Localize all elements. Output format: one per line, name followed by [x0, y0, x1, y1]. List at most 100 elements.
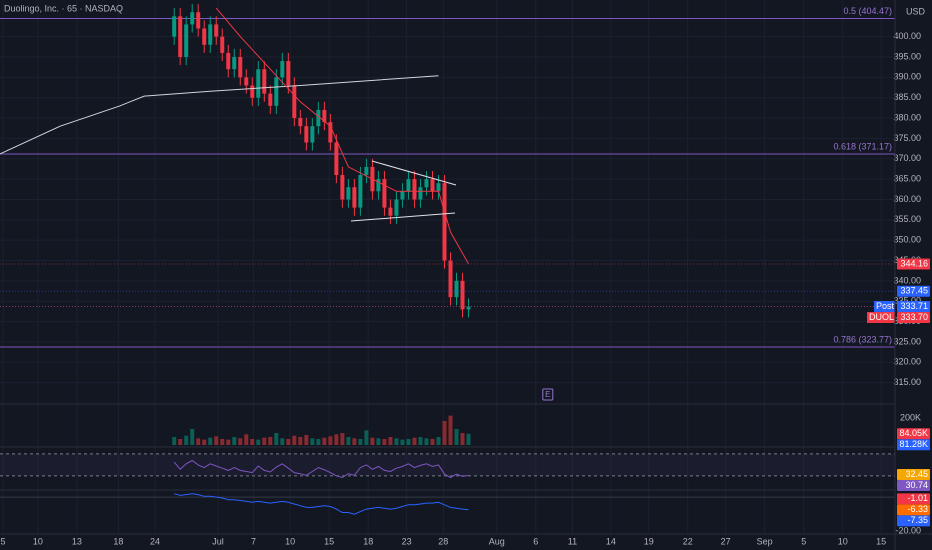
volume-bar [310, 438, 315, 445]
fib-label: 0.786 (323.77) [833, 334, 892, 344]
candle-body [310, 126, 315, 143]
price-tag: 333.70 [900, 312, 928, 322]
volume-bar [274, 433, 279, 445]
price-tag-bg [897, 493, 930, 505]
price-tag-bg [897, 439, 930, 451]
trendline [350, 212, 456, 222]
volume-bar [340, 433, 345, 445]
moving-average [215, 7, 469, 265]
candle-body [178, 16, 183, 57]
volume-bar [352, 438, 357, 445]
candle-body [448, 260, 453, 298]
x-tick-label: 11 [568, 536, 577, 546]
volume-bar [184, 435, 189, 445]
price-tag-name: DUOL [869, 312, 894, 322]
candle-body [262, 69, 267, 94]
y-tick-label: 200K [900, 413, 921, 423]
volume-bar [364, 430, 369, 445]
price-tag-bg [897, 504, 930, 516]
candle-body [202, 28, 207, 45]
x-tick-label: 14 [606, 536, 616, 546]
x-tick-label: 19 [644, 536, 654, 546]
candle-body [436, 183, 441, 192]
y-tick-label: 335.00 [893, 296, 921, 306]
volume-bar [214, 436, 219, 445]
volume-bar [250, 439, 255, 445]
x-tick-label: 10 [285, 536, 295, 546]
candle-body [388, 207, 393, 216]
volume-bar [178, 439, 183, 445]
x-tick-label: 6 [533, 536, 538, 546]
y-tick-label: 375.00 [893, 133, 921, 143]
candle-body [250, 85, 255, 98]
candle-body [328, 122, 333, 143]
candle-body [316, 109, 321, 127]
volume-bar [328, 436, 333, 445]
price-tag: 81.28K [899, 439, 928, 449]
price-tag: 84.05K [899, 428, 928, 438]
y-tick-label: 380.00 [893, 112, 921, 122]
price-tag: 333.71 [900, 301, 928, 311]
candle-body [412, 179, 417, 200]
candle-body [304, 126, 309, 143]
volume-bar [280, 438, 285, 445]
y-tick-label: 400.00 [893, 31, 921, 41]
volume-bar [430, 439, 435, 445]
candle-body [226, 52, 231, 70]
x-tick-label: 10 [33, 536, 43, 546]
trendline [371, 160, 457, 186]
price-tag: 344.16 [900, 258, 928, 268]
volume-bar [406, 439, 411, 445]
price-tag: 337.45 [900, 286, 928, 296]
candle-body [232, 56, 237, 70]
candle-body [466, 306, 471, 310]
candle-body [268, 93, 273, 106]
y-tick-label: 320.00 [893, 357, 921, 367]
candle-body [400, 191, 405, 200]
x-tick-label: 18 [113, 536, 123, 546]
volume-bar [394, 438, 399, 445]
candle-body [406, 179, 411, 192]
volume-bar [334, 434, 339, 445]
y-tick-label: 325.00 [893, 336, 921, 346]
candle-body [424, 179, 429, 188]
volume-bar [304, 435, 309, 445]
candle-body [364, 166, 369, 176]
price-tag-name: Post [876, 301, 895, 311]
candle-body [244, 77, 249, 86]
y-tick-label: 365.00 [893, 173, 921, 183]
candle-body [322, 109, 327, 123]
candle-body [292, 85, 297, 119]
candle-body [220, 36, 225, 53]
candle-body [382, 179, 387, 208]
price-tag-bg [897, 300, 930, 312]
x-tick-label: 7 [251, 536, 256, 546]
earnings-marker [542, 388, 554, 401]
x-tick-label: 15 [324, 536, 334, 546]
price-tag-bg [897, 480, 930, 492]
volume-bar [286, 439, 291, 445]
volume-bar [418, 437, 423, 445]
volume-bar [262, 437, 267, 445]
volume-bar [202, 439, 207, 445]
x-tick-label: Sep [757, 536, 773, 546]
candle-body [340, 175, 345, 200]
volume-bar [298, 437, 303, 445]
candle-body [442, 183, 447, 261]
moving-average [0, 75, 439, 155]
price-tag-name-bg [873, 300, 896, 312]
volume-bar [412, 437, 417, 445]
volume-bar [346, 437, 351, 445]
volume-bar [256, 439, 261, 445]
price-tag-bg [897, 428, 930, 440]
x-tick-label: 5 [801, 536, 806, 546]
y-tick-label: 360.00 [893, 194, 921, 204]
chart-title: Duolingo, Inc. · 65 · NASDAQ [4, 3, 123, 13]
volume-bar [238, 438, 243, 445]
x-tick-label: 13 [72, 536, 82, 546]
x-tick-label: 10 [838, 536, 848, 546]
volume-bar [316, 439, 321, 445]
candle-body [430, 179, 435, 192]
